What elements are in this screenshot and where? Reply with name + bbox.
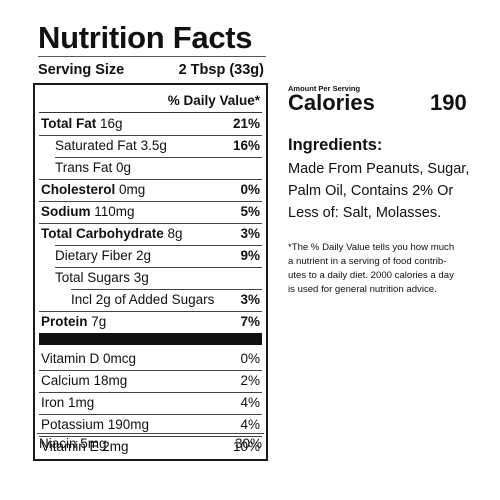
mineral-daily-value: 30% xyxy=(234,436,262,451)
nutrient-amount: 2g xyxy=(136,248,152,263)
nutrient-name: Saturated Fat xyxy=(55,138,141,153)
nutrient-name: Incl 2g of Added Sugars xyxy=(71,292,215,307)
mineral-amount: 2mg xyxy=(102,439,129,454)
mineral-daily-value: 4% xyxy=(240,417,260,432)
nutrition-facts-title: Nutrition Facts xyxy=(38,20,253,55)
mineral-daily-value: 4% xyxy=(240,395,260,410)
nutrient-name: Protein xyxy=(41,314,92,329)
row-divider xyxy=(55,157,262,158)
title-divider xyxy=(38,56,266,57)
mineral-row-vitamin-e: Vitamin E 2mg 10% xyxy=(41,437,260,457)
nutrient-name: Trans Fat xyxy=(55,160,117,175)
nutrient-amount: 16g xyxy=(100,116,123,131)
mineral-amount: 1mg xyxy=(68,395,95,410)
mineral-amount: 5mg xyxy=(80,436,107,451)
nutrient-amount: 110mg xyxy=(94,204,135,219)
nutrient-daily-value: 21% xyxy=(232,116,260,131)
mineral-row-vitamin-d: Vitamin D 0mcg 0% xyxy=(41,349,260,369)
row-divider xyxy=(39,392,262,393)
nutrient-row-saturated-fat: Saturated Fat 3.5g 16% xyxy=(55,136,260,156)
mineral-row-calcium: Calcium 18mg 2% xyxy=(41,371,260,391)
mineral-row-potassium: Potassium 190mg 4% xyxy=(41,415,260,435)
row-divider xyxy=(39,201,262,202)
amount-per-serving-label: Amount Per Serving xyxy=(288,84,361,93)
nutrient-daily-value: 16% xyxy=(232,138,260,153)
ingredients-line: Less of: Salt, Molasses. xyxy=(288,205,442,221)
header-divider xyxy=(39,112,262,113)
nutrient-name: Total Carbohydrate xyxy=(41,226,168,241)
mineral-name: Potassium xyxy=(41,417,108,432)
nutrition-panel: % Daily Value* Total Fat 16g 21% Saturat… xyxy=(33,83,268,461)
daily-value-header: % Daily Value* xyxy=(167,93,260,108)
mineral-daily-value: 0% xyxy=(240,351,260,366)
row-divider xyxy=(39,436,262,437)
nutrient-amount: 3.5g xyxy=(140,138,167,153)
nutrient-daily-value: 7% xyxy=(240,314,260,329)
row-divider xyxy=(71,289,262,290)
footnote-line: *The % Daily Value tells you how much xyxy=(288,242,455,253)
mineral-row-iron: Iron 1mg 4% xyxy=(41,393,260,413)
thick-divider-bar xyxy=(39,333,262,345)
mineral-daily-value: 10% xyxy=(232,439,260,454)
row-divider xyxy=(39,370,262,371)
nutrient-row-trans-fat: Trans Fat 0g xyxy=(55,158,260,178)
mineral-name: Vitamin D xyxy=(41,351,104,366)
nutrient-row-protein: Protein 7g 7% xyxy=(41,312,260,332)
row-divider xyxy=(39,311,262,312)
nutrient-row-total-carbohydrate: Total Carbohydrate 8g 3% xyxy=(41,224,260,244)
ingredients-line: Made From Peanuts, Sugar, xyxy=(288,161,470,177)
row-divider xyxy=(55,245,262,246)
row-divider xyxy=(39,179,262,180)
row-divider xyxy=(37,433,264,434)
nutrient-amount: 7g xyxy=(91,314,107,329)
nutrient-row-total-sugars: Total Sugars 3g xyxy=(55,268,260,288)
mineral-row-niacin: Niacin 5mg 30% xyxy=(39,434,262,454)
row-divider xyxy=(39,223,262,224)
serving-size-line: Serving Size 2 Tbsp (33g) xyxy=(38,62,264,78)
row-divider xyxy=(55,267,262,268)
ingredients-line: Palm Oil, Contains 2% Or xyxy=(288,183,454,199)
mineral-name: Calcium xyxy=(41,373,94,388)
nutrient-daily-value: 3% xyxy=(240,292,260,307)
nutrient-daily-value: 9% xyxy=(240,248,260,263)
nutrient-row-total-fat: Total Fat 16g 21% xyxy=(41,114,260,134)
row-divider xyxy=(39,414,262,415)
nutrient-daily-value: 5% xyxy=(240,204,260,219)
nutrient-row-added-sugars: Incl 2g of Added Sugars 3% xyxy=(71,290,260,310)
serving-size-value: 2 Tbsp (33g) xyxy=(178,62,264,78)
row-divider xyxy=(39,135,262,136)
calories-value: 190 xyxy=(430,90,467,115)
calories-label: Calories xyxy=(288,90,375,115)
serving-size-label: Serving Size xyxy=(38,62,125,78)
nutrient-daily-value: 3% xyxy=(240,226,260,241)
footnote-line: a nutrient in a serving of food contrib- xyxy=(288,256,447,267)
nutrient-daily-value: 0% xyxy=(240,182,260,197)
nutrient-name: Cholesterol xyxy=(41,182,120,197)
nutrient-name: Dietary Fiber xyxy=(55,248,137,263)
nutrient-row-cholesterol: Cholesterol 0mg 0% xyxy=(41,180,260,200)
nutrient-row-dietary-fiber: Dietary Fiber 2g 9% xyxy=(55,246,260,266)
nutrient-name: Total Fat xyxy=(41,116,100,131)
mineral-name: Iron xyxy=(41,395,69,410)
mineral-name: Niacin xyxy=(39,436,81,451)
nutrient-row-sodium: Sodium 110mg 5% xyxy=(41,202,260,222)
mineral-name: Vitamin E xyxy=(41,439,103,454)
nutrient-amount: 0mg xyxy=(119,182,146,197)
footnote-line: utes to a daily diet. 2000 calories a da… xyxy=(288,270,454,281)
mineral-daily-value: 2% xyxy=(240,373,260,388)
nutrient-amount: 3g xyxy=(133,270,149,285)
ingredients-heading: Ingredients: xyxy=(288,136,383,154)
mineral-amount: 0mcg xyxy=(103,351,137,366)
mineral-amount: 18mg xyxy=(93,373,128,388)
footnote-line: is used for general nutrition advice. xyxy=(288,284,437,295)
nutrient-amount: 8g xyxy=(167,226,183,241)
nutrient-amount: 0g xyxy=(116,160,132,175)
mineral-amount: 190mg xyxy=(107,417,150,432)
nutrient-name: Sodium xyxy=(41,204,95,219)
nutrient-name: Total Sugars xyxy=(55,270,134,285)
